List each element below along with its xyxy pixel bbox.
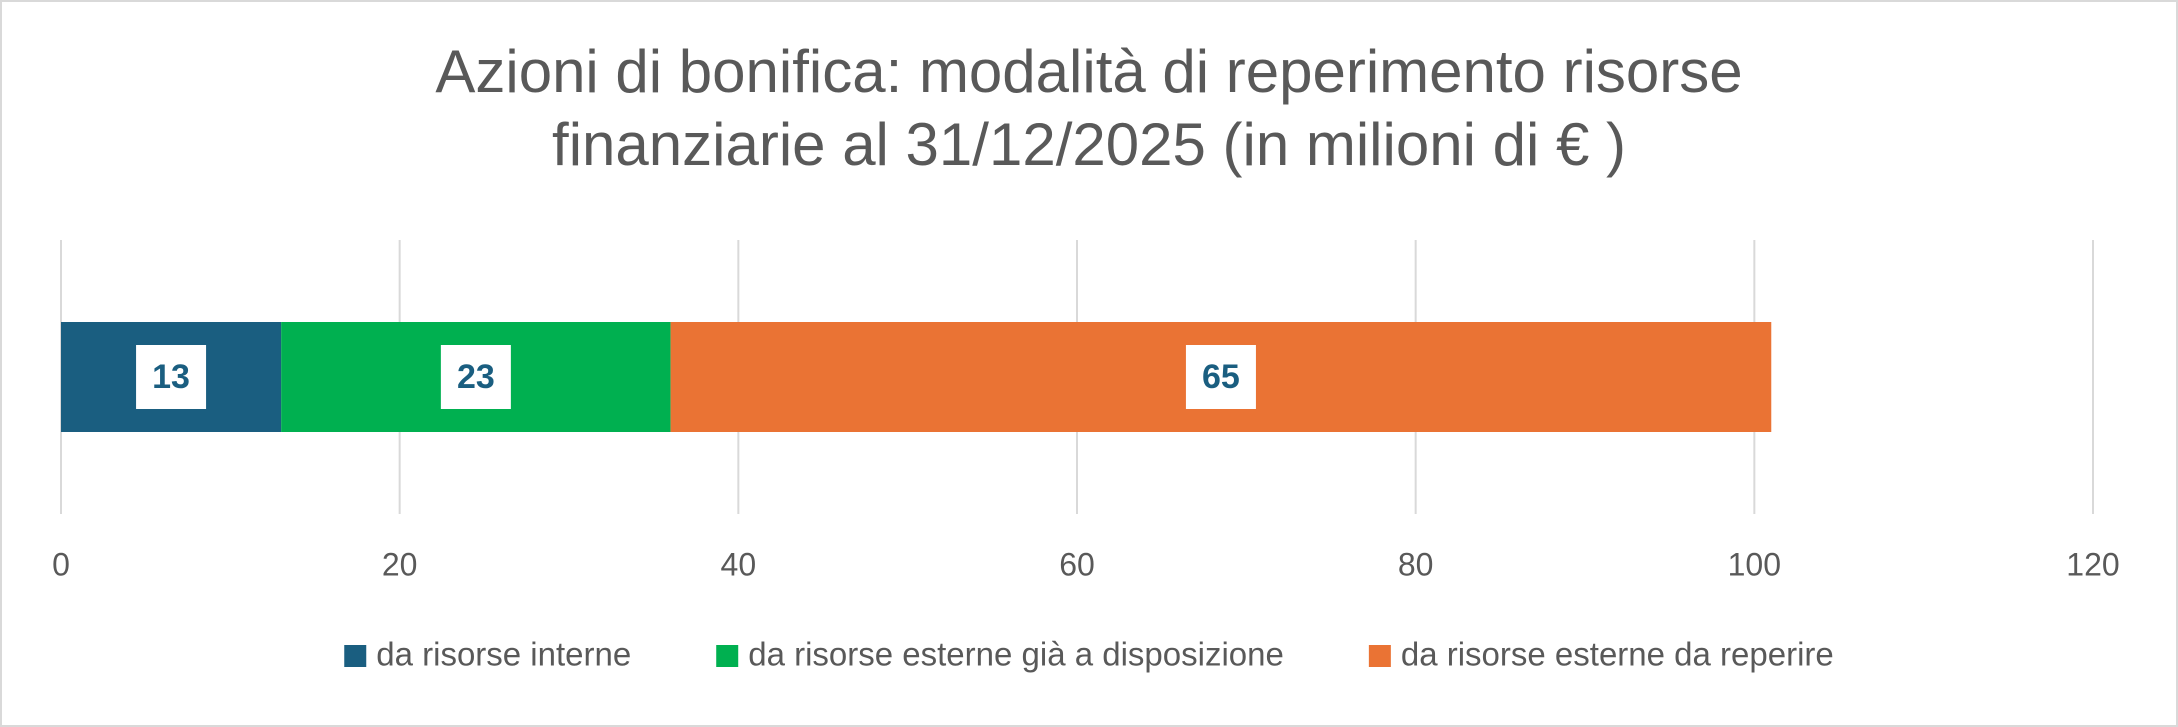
- x-tick-label: 0: [52, 546, 70, 582]
- x-tick-label: 20: [382, 546, 418, 582]
- x-tick-label: 60: [1059, 546, 1095, 582]
- legend-swatch: [344, 645, 367, 667]
- x-tick-label: 40: [721, 546, 757, 582]
- chart-title: finanziarie al 31/12/2025 (in milioni di…: [552, 111, 1626, 178]
- legend-label: da risorse esterne da reperire: [1401, 636, 1834, 673]
- data-label-box: [440, 345, 511, 409]
- x-tick-label: 80: [1398, 546, 1434, 582]
- data-label-box: [136, 345, 207, 409]
- legend-swatch: [716, 645, 739, 667]
- legend-label: da risorse interne: [376, 636, 631, 673]
- data-label: 13: [152, 358, 190, 396]
- legend-label: da risorse esterne già a disposizione: [748, 636, 1284, 673]
- data-label: 23: [457, 358, 495, 396]
- chart-title: Azioni di bonifica: modalità di reperime…: [435, 38, 1742, 105]
- x-tick-label: 120: [2066, 546, 2119, 582]
- data-label-box: [1185, 345, 1256, 409]
- legend-swatch: [1368, 645, 1391, 667]
- data-label: 65: [1202, 358, 1240, 396]
- x-tick-label: 100: [1728, 546, 1781, 582]
